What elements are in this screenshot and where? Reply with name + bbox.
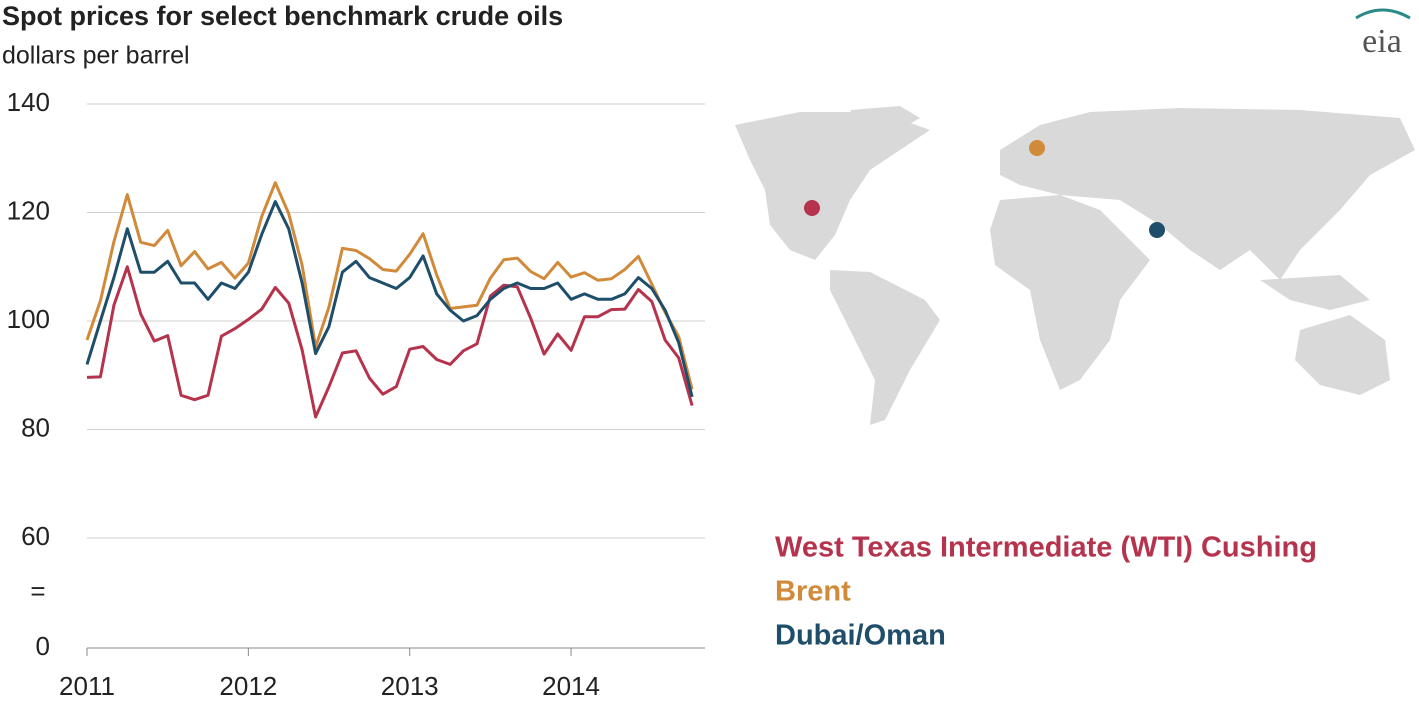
axis-break: = xyxy=(30,576,45,606)
logo-arc xyxy=(1355,8,1411,20)
legend-entry: Dubai/Oman xyxy=(775,620,946,652)
logo: eia xyxy=(1362,23,1402,60)
land xyxy=(735,112,930,260)
y-tick-label: 60 xyxy=(21,521,50,551)
x-tick-label: 2012 xyxy=(219,671,277,701)
series-line xyxy=(86,265,694,419)
y-tick-label: 140 xyxy=(7,87,50,117)
land xyxy=(850,106,920,135)
x-tick-label: 2013 xyxy=(381,671,439,701)
series-line xyxy=(85,181,694,390)
map-marker xyxy=(1029,140,1045,156)
land xyxy=(830,270,940,425)
y-tick-label: 100 xyxy=(7,304,50,334)
y-tick-label: 120 xyxy=(7,195,50,225)
chart-title: Spot prices for select benchmark crude o… xyxy=(2,1,563,31)
x-tick-label: 2014 xyxy=(542,671,600,701)
series-line xyxy=(85,200,694,398)
land xyxy=(990,195,1150,390)
map-marker xyxy=(804,200,820,216)
chart-subtitle: dollars per barrel xyxy=(2,42,190,70)
land xyxy=(1260,275,1370,310)
x-tick-label: 2011 xyxy=(59,671,115,701)
y-tick-label: 0 xyxy=(36,631,50,661)
legend-entry: West Texas Intermediate (WTI) Cushing xyxy=(775,532,1317,564)
y-tick-label: 80 xyxy=(21,412,50,442)
world-map xyxy=(735,106,1415,425)
land xyxy=(1000,108,1415,280)
map-marker xyxy=(1149,222,1165,238)
legend-entry: Brent xyxy=(775,576,851,608)
land xyxy=(1295,315,1390,395)
